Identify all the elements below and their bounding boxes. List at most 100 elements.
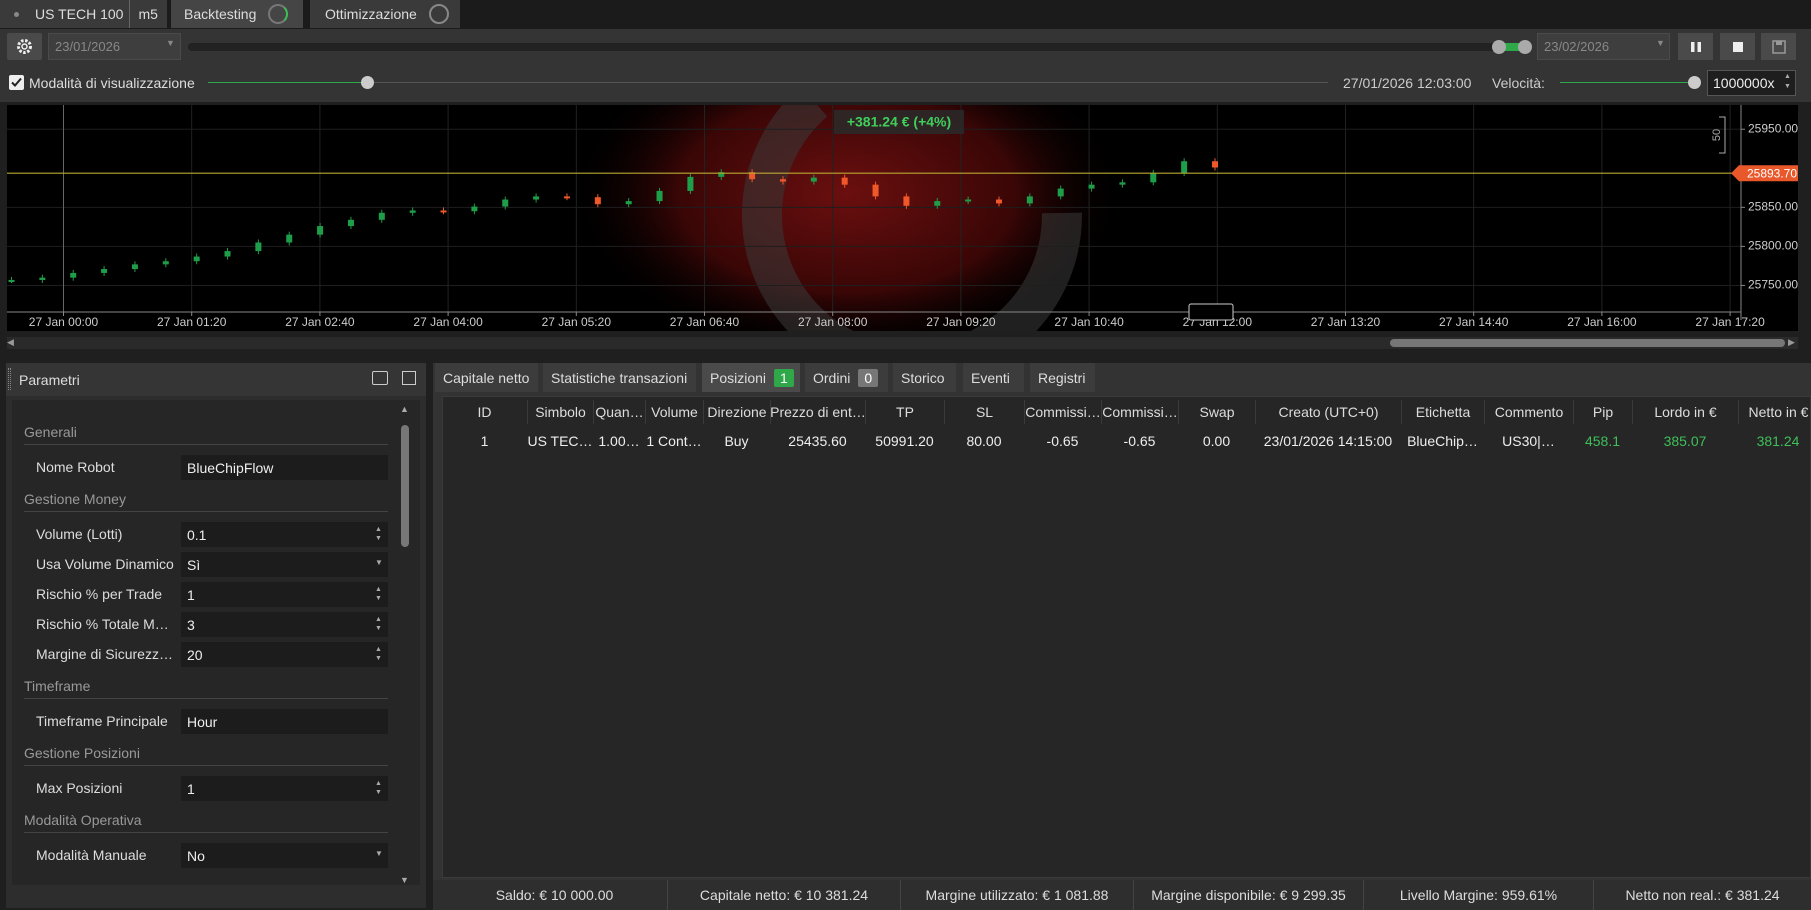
params-header [6, 363, 426, 396]
column-header: Simbolo [527, 400, 593, 424]
param-input[interactable]: Sì [181, 552, 388, 577]
group-title: Gestione Posizioni [24, 745, 140, 761]
candle [533, 196, 540, 200]
tab-badge: 1 [774, 368, 794, 387]
progress-knob[interactable] [1492, 40, 1506, 54]
save-button[interactable] [1761, 33, 1796, 60]
results-tab[interactable]: Ordini 0 [805, 363, 888, 392]
cell: 458.1 [1584, 433, 1621, 449]
group-title: Gestione Money [24, 491, 126, 507]
current-time: 27/01/2026 12:03:00 [1343, 75, 1472, 91]
group-underline [24, 444, 388, 445]
stop-button[interactable] [1720, 33, 1755, 60]
pause-button[interactable] [1678, 33, 1713, 60]
y-tick-label: 25750.00 [1748, 278, 1798, 292]
footer-stat: Margine disponibile: € 9 299.35 [1133, 880, 1363, 910]
results-tab[interactable]: Capitale netto [435, 363, 538, 392]
price-tag [1731, 165, 1798, 182]
candle [1150, 172, 1157, 183]
param-input[interactable]: 1 [181, 582, 388, 607]
tab-badge: 0 [858, 368, 879, 387]
visual-slider-fill [208, 82, 368, 83]
param-label: Max Posizioni [36, 780, 123, 796]
column-header: Commissi… [1024, 400, 1101, 424]
candle [502, 199, 509, 207]
param-input[interactable]: 3 [181, 612, 388, 637]
save-params-button[interactable] [402, 371, 416, 385]
results-tab[interactable]: Eventi [963, 363, 1024, 392]
start-date[interactable]: 23/01/2026 [48, 33, 181, 60]
x-tick-label: 27 Jan 00:00 [29, 315, 99, 329]
param-input[interactable]: No [181, 843, 388, 868]
params-scroll-thumb[interactable] [401, 425, 409, 547]
cell: US30|… [1502, 433, 1555, 449]
candle [347, 219, 354, 227]
results-tab[interactable]: Storico [893, 363, 956, 392]
param-label: Timeframe Principale [36, 713, 168, 729]
x-tick-label: 27 Jan 08:00 [798, 315, 868, 329]
candle [70, 272, 77, 278]
param-label: Nome Robot [36, 459, 115, 475]
end-date[interactable]: 23/02/2026 [1537, 33, 1670, 60]
footer-stat: Netto non real.: € 381.24 [1593, 880, 1811, 910]
candle [1181, 161, 1188, 173]
candle [409, 210, 416, 213]
x-tick-label: 27 Jan 02:40 [285, 315, 355, 329]
candle [440, 210, 447, 213]
label: Ottimizzazione [325, 6, 417, 22]
cell: 381.24 [1756, 433, 1800, 449]
speed-input[interactable]: 1000000x [1707, 70, 1796, 96]
status-ring [268, 4, 289, 24]
param-input[interactable]: 0.1 [181, 522, 388, 547]
scrollbar-thumb[interactable] [1390, 339, 1785, 347]
param-label: Usa Volume Dinamico [36, 556, 174, 572]
candle [8, 279, 15, 282]
cell: 0.00 [1202, 433, 1231, 449]
spin-arrows: ▲ ▼ [375, 646, 382, 662]
results-tab[interactable]: Posizioni 1 [702, 363, 800, 392]
cell: 1 Cont… [646, 433, 702, 449]
candle [965, 199, 972, 202]
progress-knob[interactable] [1518, 40, 1532, 54]
y-tick-label: 25800.00 [1748, 239, 1798, 253]
group-title: Timeframe [24, 678, 91, 694]
backtesting-tab[interactable]: Backtesting [171, 0, 303, 28]
column-header: Direzione [703, 400, 770, 424]
cell: Buy [724, 433, 749, 449]
param-input[interactable]: 20 [181, 642, 388, 667]
group-underline [24, 765, 388, 766]
optimization-tab[interactable]: Ottimizzazione [310, 0, 460, 28]
column-header: SL [944, 400, 1024, 424]
toolbar [0, 29, 1811, 102]
cell: 25435.60 [788, 433, 847, 449]
params-scroll-down: ▼ [400, 875, 409, 885]
param-input[interactable]: Hour [181, 709, 388, 734]
cell: 50991.20 [875, 433, 934, 449]
profit-label: +381.24 € (+4%) [847, 114, 951, 130]
symbol-tab[interactable]: US TECH 100 m5 [0, 0, 167, 28]
speed-slider-knob[interactable] [1688, 76, 1701, 89]
y-tick-label: 25950.00 [1748, 121, 1798, 135]
candle [718, 172, 725, 177]
results-tab[interactable]: Statistiche transazioni [543, 363, 696, 392]
param-input[interactable]: 1 [181, 776, 388, 801]
param-input[interactable]: BlueChipFlow [181, 455, 388, 480]
column-header: Etichetta [1401, 400, 1484, 424]
visual-slider-knob[interactable] [361, 76, 374, 89]
folder-button[interactable] [372, 371, 388, 385]
results-tab[interactable]: Registri [1030, 363, 1095, 392]
group-underline [24, 832, 388, 833]
end-arrow: ▼ [1656, 38, 1665, 48]
candle [563, 196, 570, 199]
spin-arrows: ▲ ▼ [375, 586, 382, 602]
cell: 385.07 [1663, 433, 1707, 449]
settings-button[interactable] [7, 33, 42, 60]
profit-box [834, 110, 964, 134]
visual-mode-checkbox[interactable] [9, 75, 24, 90]
column-header: Prezzo di ent… [770, 400, 865, 424]
params-scroll-up: ▲ [400, 404, 409, 414]
candle [779, 179, 786, 182]
icon [1690, 41, 1701, 52]
scale-bracket [1719, 116, 1726, 154]
x-tick-label: 27 Jan 06:40 [670, 315, 740, 329]
